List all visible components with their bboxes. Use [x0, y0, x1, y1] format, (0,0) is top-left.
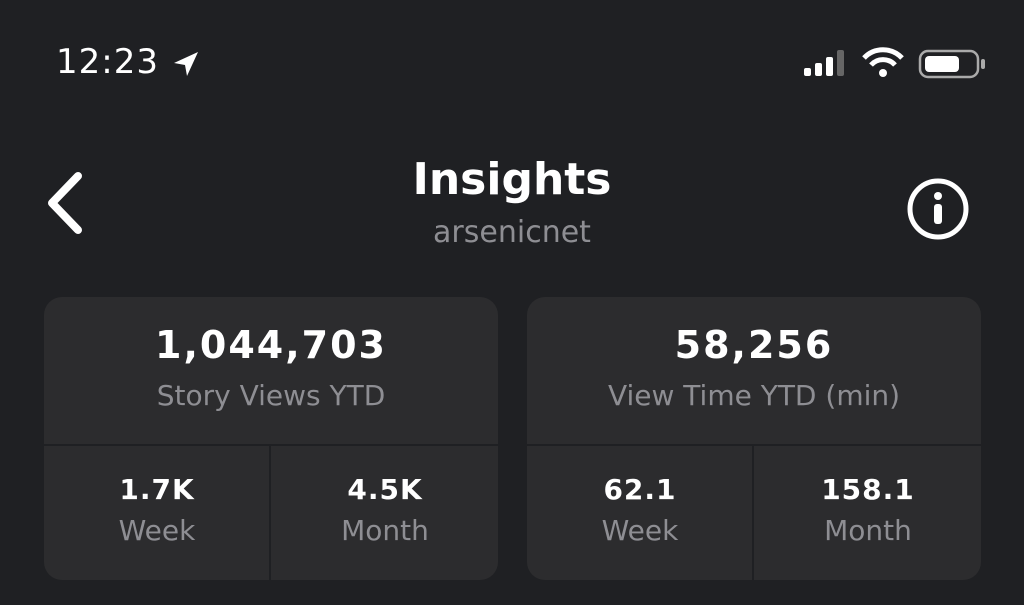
status-time: 12:23 [56, 42, 159, 82]
sub-stat: 62.1 Week [527, 473, 753, 547]
sub-stat: 158.1 Month [755, 473, 981, 547]
card-label: Story Views YTD [156, 379, 386, 412]
status-icons [804, 47, 985, 79]
divider [44, 444, 498, 446]
divider [527, 444, 981, 446]
card-label: View Time YTD (min) [607, 379, 901, 412]
card-value: 1,044,703 [155, 323, 387, 367]
sub-stat-value: 4.5K [347, 473, 423, 506]
page-title: Insights [412, 154, 612, 205]
sub-stat-label: Month [341, 514, 429, 547]
divider [269, 446, 271, 580]
sub-stat-value: 158.1 [821, 473, 915, 506]
card-value: 58,256 [674, 323, 834, 367]
back-button[interactable] [40, 168, 90, 238]
sub-stat-label: Week [118, 514, 196, 547]
sub-stat-label: Month [824, 514, 912, 547]
sub-stat-value: 1.7K [119, 473, 195, 506]
sub-stat: 1.7K Week [44, 473, 270, 547]
sub-stat: 4.5K Month [272, 473, 498, 547]
divider [752, 446, 754, 580]
info-button[interactable] [905, 176, 971, 242]
sub-stat-value: 62.1 [603, 473, 677, 506]
page-subtitle: arsenicnet [433, 215, 591, 250]
sub-stat-label: Week [601, 514, 679, 547]
stat-card: 58,256 View Time YTD (min) 62.1 Week 158.1 Mo… [527, 297, 981, 580]
location-icon [174, 52, 198, 76]
stat-card: 1,044,703 Story Views YTD 1.7K Week 4.5K Mont… [44, 297, 498, 580]
